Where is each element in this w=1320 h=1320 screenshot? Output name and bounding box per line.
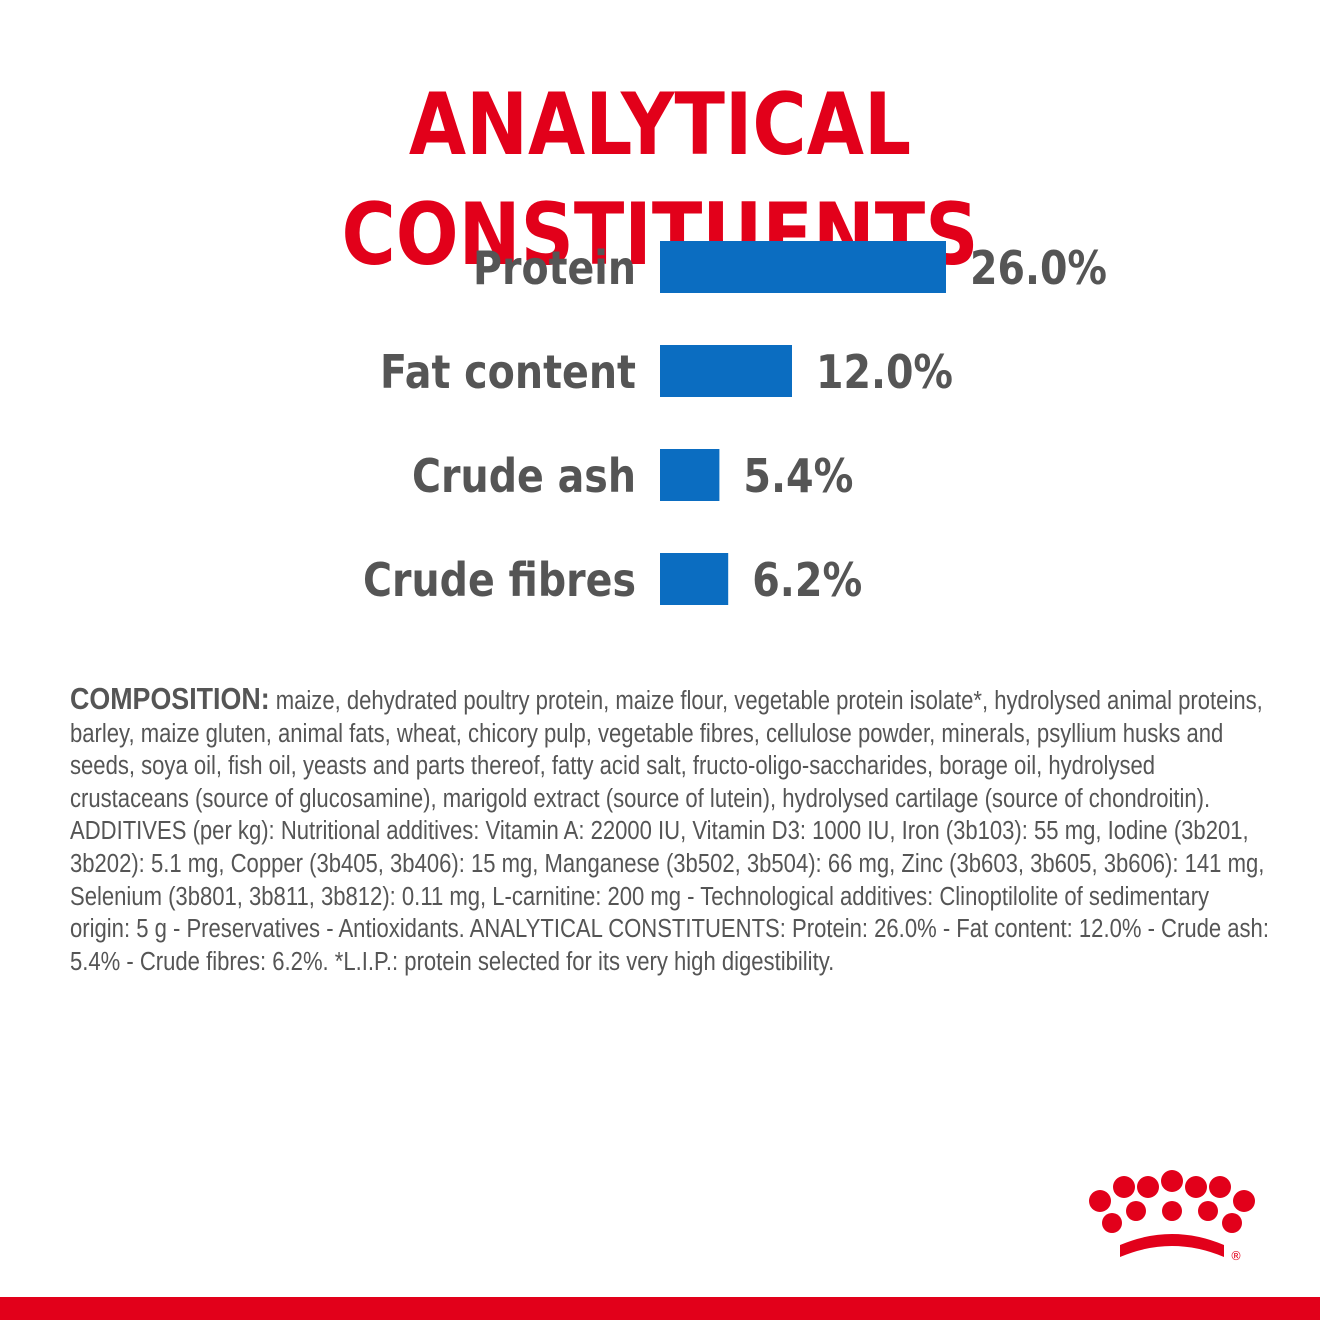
crown-dot: [1198, 1201, 1218, 1221]
crown-dot: [1233, 1190, 1255, 1212]
crown-dot: [1113, 1176, 1135, 1198]
bar: [660, 553, 729, 605]
category-label: Crude fibres: [363, 553, 636, 607]
registered-mark: ®: [1230, 1249, 1242, 1263]
page-title: ANALYTICAL CONSTITUENTS: [341, 75, 979, 285]
value-label: 6.2%: [752, 553, 862, 607]
crown-dot: [1185, 1176, 1207, 1198]
crown-dot: [1209, 1176, 1231, 1198]
value-label: 5.4%: [743, 449, 853, 503]
bar: [660, 241, 946, 293]
bottom-brand-band: [0, 1297, 1320, 1320]
crown-dot: [1126, 1201, 1146, 1221]
category-label: Crude ash: [412, 449, 636, 503]
category-label: Protein: [473, 241, 636, 295]
crown-dot: [1102, 1213, 1122, 1233]
crown-dot: [1137, 1176, 1159, 1198]
crown-dot: [1089, 1190, 1111, 1212]
crown-dot: [1161, 1170, 1183, 1192]
crown-base-arc: [1120, 1234, 1224, 1257]
value-label: 12.0%: [816, 345, 953, 399]
constituents-bar-chart: Protein 26.0% Fat content 12.0% Crude ash 5.4…: [363, 241, 1107, 607]
crown-dot: [1162, 1201, 1182, 1221]
bar: [660, 449, 720, 501]
category-label: Fat content: [380, 345, 636, 399]
composition-text: maize, dehydrated poultry protein, maize…: [70, 687, 1269, 976]
crown-icon: ®: [1089, 1170, 1255, 1263]
crown-dot: [1222, 1213, 1242, 1233]
composition-block: COMPOSITION: maize, dehydrated poultry p…: [70, 681, 1272, 978]
bar: [660, 345, 792, 397]
composition-label: COMPOSITION:: [70, 681, 270, 716]
value-label: 26.0%: [970, 241, 1107, 295]
